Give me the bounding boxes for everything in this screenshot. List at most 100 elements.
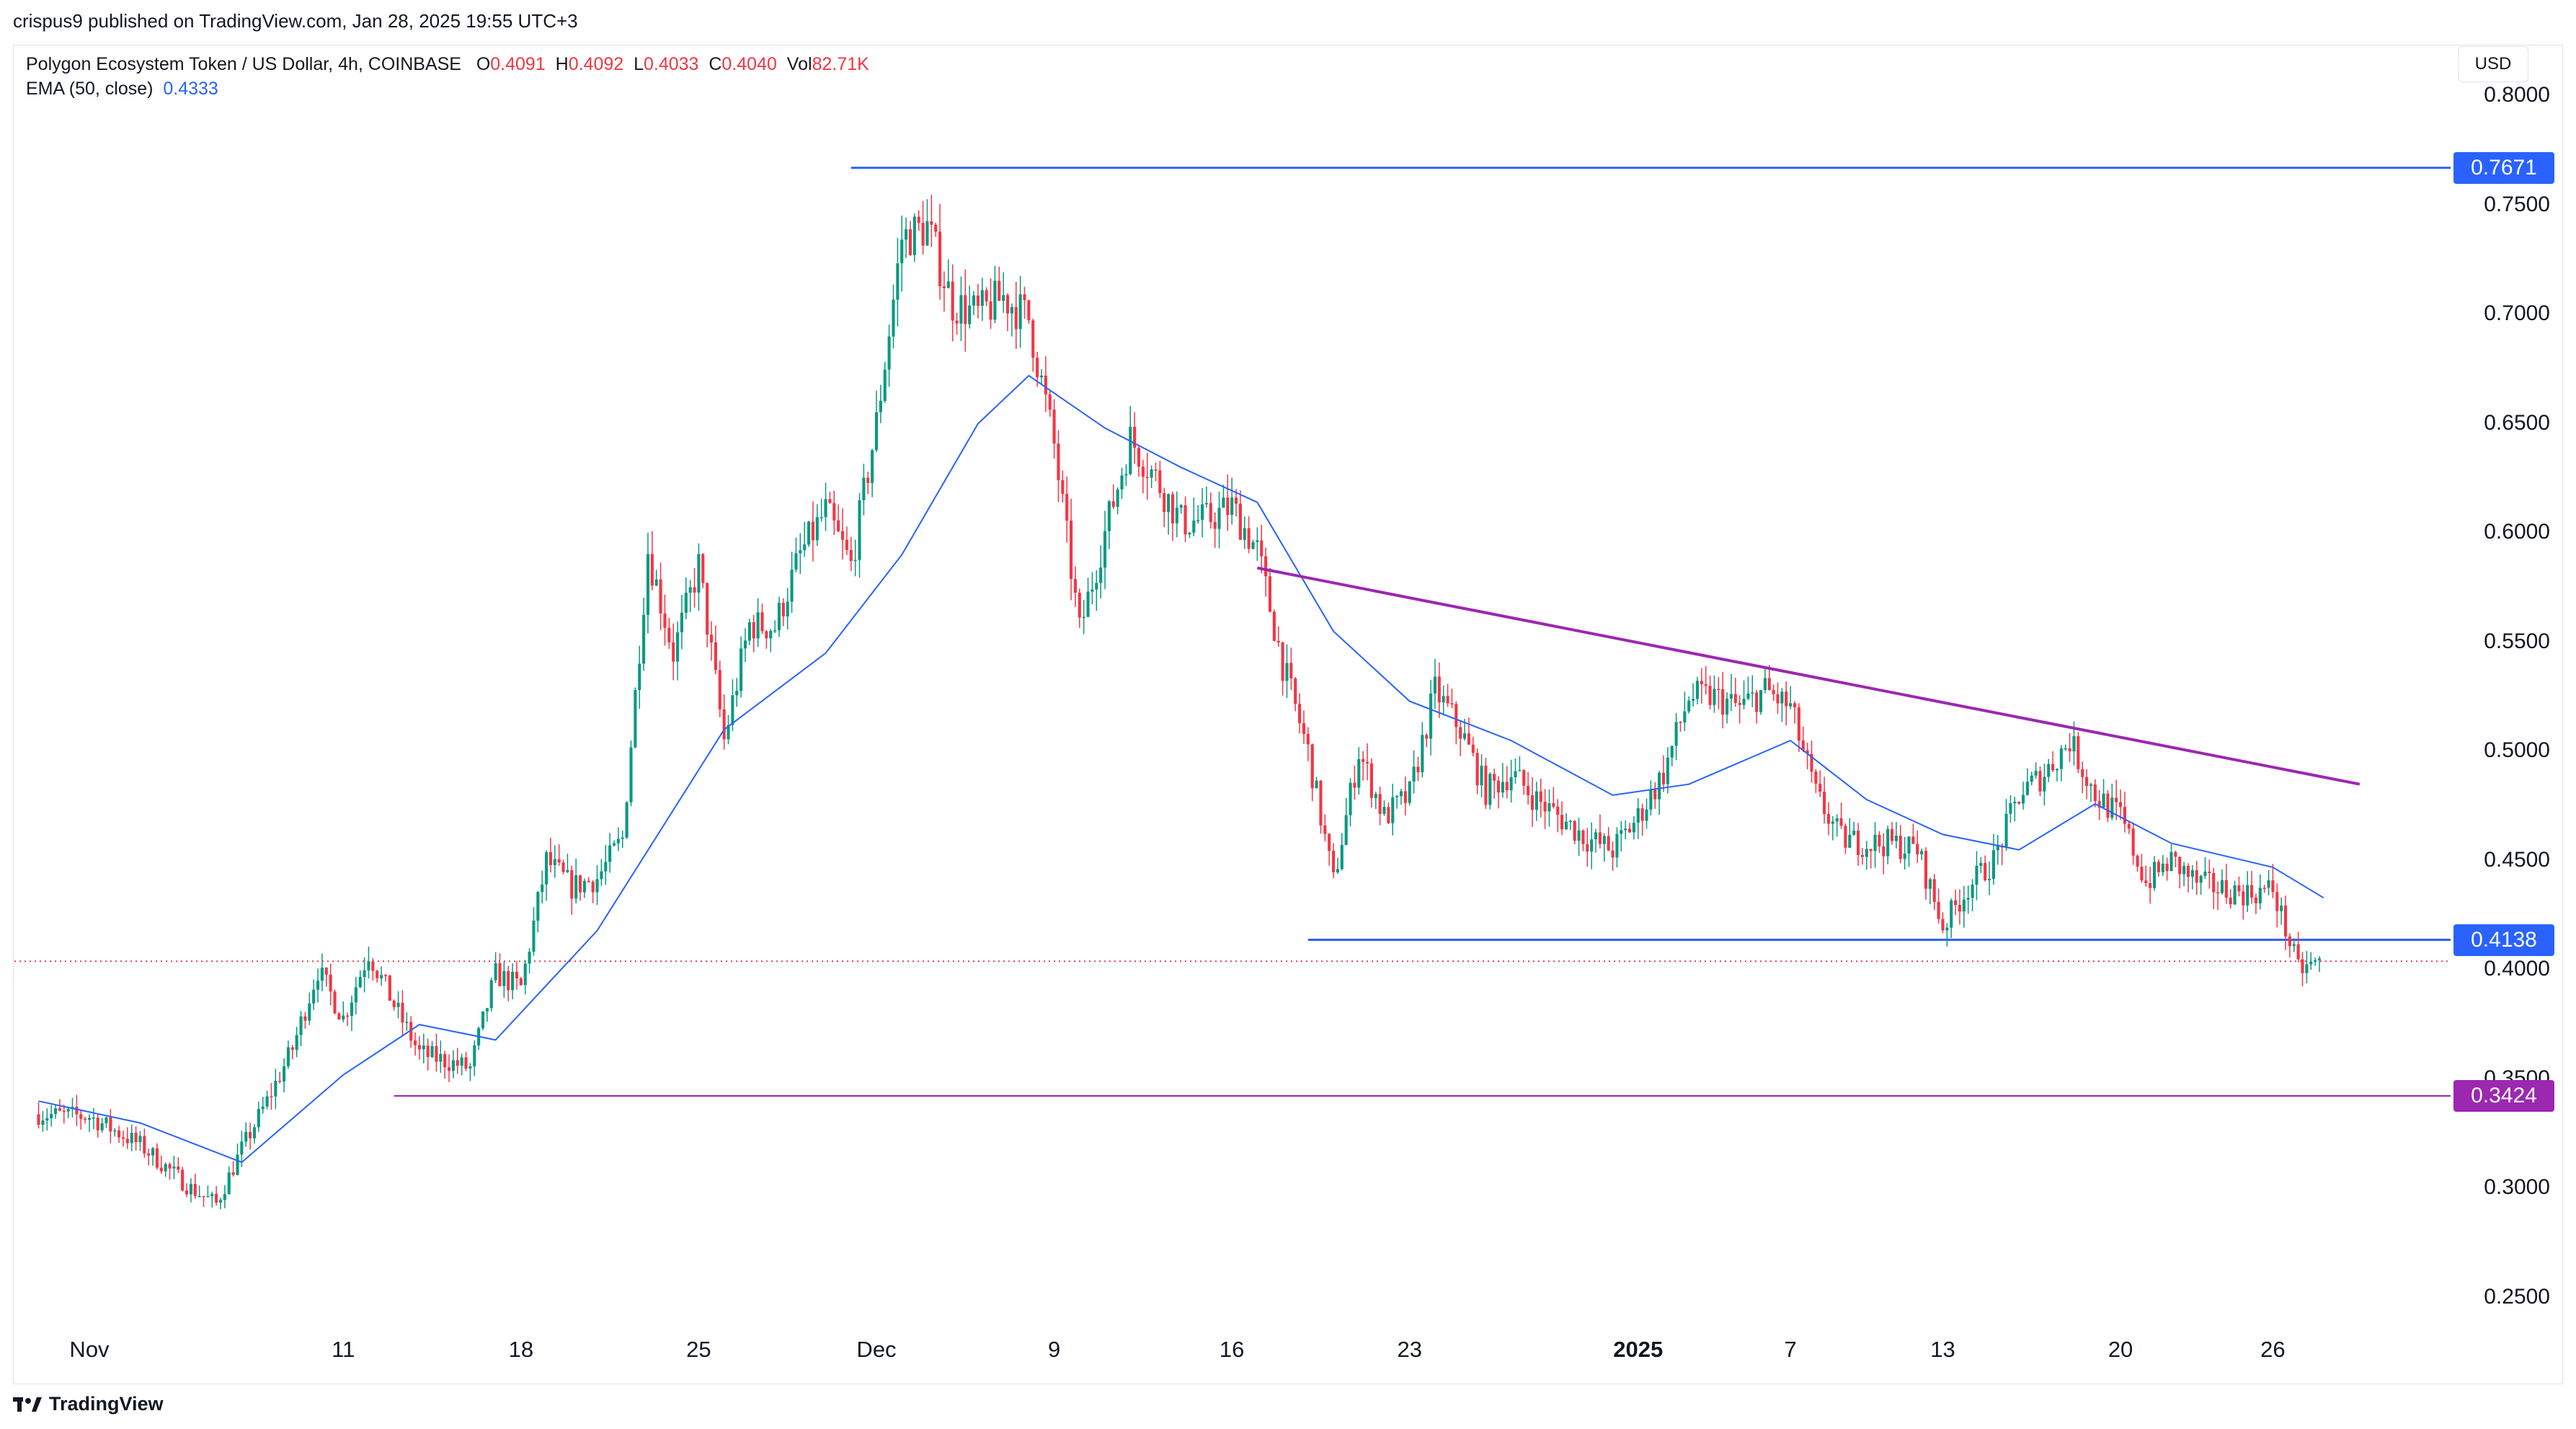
- candle-body: [1586, 844, 1589, 852]
- candle-body: [1627, 828, 1632, 833]
- candle-body: [1107, 501, 1111, 531]
- candle-body: [1894, 836, 1898, 841]
- candle-body: [1362, 758, 1365, 762]
- candle-body: [447, 1067, 451, 1071]
- candle-body: [1243, 528, 1246, 540]
- candle-body: [676, 632, 680, 662]
- candle-body: [1230, 497, 1234, 516]
- candle-body: [206, 1196, 210, 1198]
- candle-body: [130, 1133, 133, 1143]
- candle-body: [1556, 806, 1560, 815]
- high-value: 0.4092: [568, 54, 624, 74]
- candle-body: [376, 970, 379, 978]
- candle-body: [1831, 821, 1834, 824]
- candle-body: [1031, 320, 1035, 358]
- candle-body: [1717, 689, 1720, 690]
- candle-body: [1285, 663, 1289, 681]
- candle-body: [532, 920, 536, 952]
- time-tick-label: 23: [1397, 1337, 1422, 1362]
- candle-body: [1124, 474, 1128, 476]
- candle-body: [752, 622, 755, 639]
- candle-body: [1679, 722, 1682, 723]
- candle-body: [405, 1022, 409, 1023]
- tradingview-logo[interactable]: TradingView: [13, 1393, 164, 1415]
- candle-body: [1801, 740, 1805, 751]
- candle-body: [722, 709, 726, 740]
- candle-body: [1945, 927, 1949, 931]
- candle-body: [938, 231, 942, 286]
- candle-body: [181, 1169, 185, 1191]
- candle-body: [1704, 684, 1707, 686]
- candle-body: [790, 569, 794, 602]
- candle-body: [1467, 733, 1470, 745]
- chart-frame[interactable]: [13, 45, 2563, 1384]
- candle-body: [824, 499, 827, 518]
- candle-body: [1256, 540, 1259, 542]
- symbol-title[interactable]: Polygon Ecosystem Token / US Dollar, 4h,…: [26, 54, 461, 74]
- price-tick-label: 0.8000: [2484, 83, 2550, 107]
- candle-body: [1527, 785, 1530, 796]
- ohlc-row: Polygon Ecosystem Token / US Dollar, 4h,…: [26, 52, 869, 76]
- candle-body: [959, 295, 963, 324]
- candle-body: [1378, 794, 1382, 814]
- time-tick-label: 9: [1047, 1337, 1061, 1362]
- candle-body: [1082, 616, 1085, 619]
- candle-body: [1425, 735, 1429, 739]
- level-price-tag: 0.3424: [2453, 1079, 2554, 1112]
- candle-body: [1865, 849, 1868, 857]
- candle-body: [1319, 780, 1323, 826]
- currency-button[interactable]: USD: [2458, 46, 2528, 82]
- candle-body: [621, 837, 624, 839]
- candle-body: [2224, 880, 2228, 898]
- candle-body: [1979, 862, 1983, 866]
- candle-body: [1086, 591, 1090, 617]
- candle-body: [515, 971, 519, 979]
- candle-body: [1695, 681, 1700, 699]
- candle-body: [1294, 678, 1297, 704]
- candle-body: [1966, 898, 1970, 900]
- candle-body: [1323, 825, 1327, 834]
- candle-body: [2089, 784, 2093, 787]
- candle-body: [523, 963, 527, 986]
- candle-body: [185, 1190, 189, 1195]
- candle-body: [1916, 844, 1919, 854]
- candle-body: [1289, 663, 1293, 678]
- time-tick-label: 18: [508, 1337, 534, 1362]
- candle-body: [740, 648, 743, 691]
- candle-body: [1365, 761, 1369, 764]
- candle-body: [1547, 803, 1551, 812]
- candle-body: [96, 1118, 99, 1131]
- candle-body: [1179, 505, 1183, 508]
- candle-body: [1450, 703, 1454, 705]
- candle-body: [545, 851, 548, 885]
- candle-body: [1298, 704, 1302, 724]
- candle-body: [168, 1164, 172, 1169]
- candle-body: [2106, 793, 2110, 818]
- ema-label[interactable]: EMA (50, close): [26, 79, 154, 99]
- candle-body: [1590, 839, 1594, 852]
- candle-body: [1036, 358, 1039, 378]
- candle-body: [1010, 306, 1013, 314]
- candle-body: [519, 978, 523, 986]
- candle-body: [295, 1035, 298, 1050]
- candle-body: [202, 1195, 205, 1198]
- candle-body: [688, 587, 692, 593]
- candle-body: [582, 880, 586, 893]
- candle-body: [1666, 757, 1669, 784]
- candle-body: [1505, 782, 1509, 791]
- candle-body: [1785, 691, 1788, 707]
- candle-body: [1353, 782, 1356, 788]
- time-tick-label: 13: [1930, 1337, 1955, 1362]
- candle-body: [252, 1127, 257, 1138]
- candle-body: [799, 550, 802, 554]
- candle-body: [1095, 583, 1098, 590]
- candle-body: [511, 971, 515, 991]
- candle-body: [2246, 885, 2249, 906]
- candle-body: [1213, 522, 1217, 529]
- candle-body: [2199, 875, 2203, 883]
- candle-body: [2131, 828, 2135, 856]
- candle-body: [1416, 766, 1420, 773]
- candle-body: [392, 1001, 396, 1007]
- candle-body: [646, 554, 650, 615]
